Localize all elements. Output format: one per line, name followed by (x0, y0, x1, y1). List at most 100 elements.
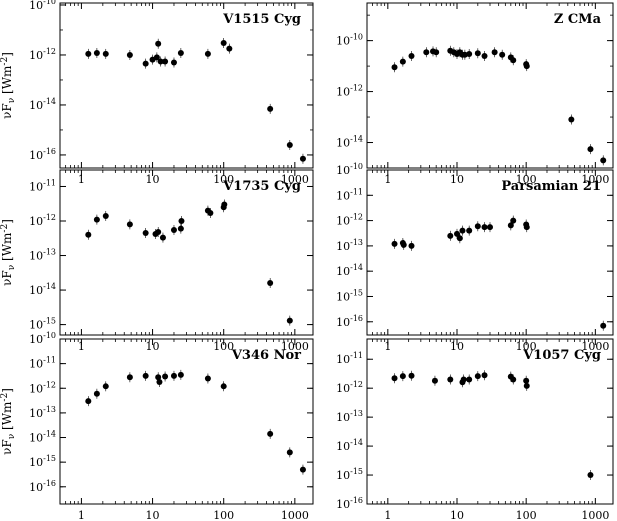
data-point (267, 105, 274, 112)
y-tick-label: 10-12 (336, 213, 363, 228)
plot-frame (59, 2, 314, 169)
data-point (126, 221, 133, 228)
data-point (408, 242, 415, 249)
y-tick-label: 10-16 (336, 496, 363, 511)
data-point (447, 232, 454, 239)
data-point (170, 226, 177, 233)
data-point (587, 472, 594, 479)
x-tick-label: 1000 (281, 340, 309, 353)
data-point (400, 241, 407, 248)
panel-6: 1 10 100 1000 10-16 10-15 10-14 10-13 10-12 10-11… (336, 338, 614, 521)
y-tick-label: 10-14 (29, 282, 56, 297)
y-tick-label: 10-14 (29, 97, 56, 112)
data-point (299, 155, 306, 162)
data-point (408, 52, 415, 59)
data-point (474, 373, 481, 380)
x-tick-label: 1000 (281, 173, 309, 186)
data-point (481, 52, 488, 59)
x-tick-label: 1 (384, 173, 391, 186)
x-tick-label: 100 (516, 340, 537, 353)
x-tick-label: 10 (450, 173, 464, 186)
y-tick-label: 10-12 (29, 213, 56, 228)
data-point (523, 377, 530, 384)
data-point (207, 210, 214, 217)
x-tick-label: 1 (384, 340, 391, 353)
data-point (399, 58, 406, 65)
panel-title: V346 Nor (231, 348, 301, 363)
panel-title: Z CMa (554, 12, 602, 27)
data-point (523, 224, 530, 231)
data-point (523, 382, 530, 389)
y-axis-title: νFν [Wm-2] (0, 52, 17, 119)
data-point (159, 234, 166, 241)
data-point (170, 372, 177, 379)
data-point (142, 229, 149, 236)
y-tick-label: 10-10 (336, 33, 363, 48)
y-tick-label: 10-11 (336, 187, 363, 202)
x-tick-label: 10 (450, 509, 464, 521)
data-point (102, 50, 109, 57)
data-point (523, 63, 530, 70)
data-point (453, 230, 460, 237)
data-point (399, 373, 406, 380)
panel-1: 1 10 100 1000 10-16 10-14 10-12 10-10 V1515 Cyg ν… (0, 0, 314, 186)
y-tick-label: 10-15 (29, 317, 56, 332)
data-point (126, 374, 133, 381)
data-point (510, 376, 517, 383)
y-tick-label: 10-11 (336, 351, 363, 366)
data-point (102, 212, 109, 219)
y-tick-label: 10-10 (29, 0, 56, 12)
y-tick-label: 10-16 (336, 314, 363, 329)
data-point (459, 227, 466, 234)
y-tick-label: 10-11 (29, 356, 56, 371)
x-tick-label: 100 (213, 173, 234, 186)
data-point (391, 375, 398, 382)
data-point (178, 218, 185, 225)
plot-frame (59, 169, 314, 336)
data-point (220, 40, 227, 47)
y-tick-label: 10-13 (336, 238, 363, 253)
data-point (433, 49, 440, 56)
x-tick-label: 10 (146, 340, 160, 353)
data-point (153, 54, 160, 61)
y-axis-title: νFν [Wm-2] (0, 219, 17, 286)
data-point (85, 231, 92, 238)
y-tick-label: 10-14 (336, 438, 363, 453)
plot-frame (366, 338, 614, 505)
panel-5: 1 10 100 1000 10-16 10-15 10-14 10-13 10-12 10-11… (0, 331, 314, 521)
plot-frame (366, 169, 614, 336)
x-tick-label: 1 (78, 340, 85, 353)
data-point (204, 50, 211, 57)
data-point (177, 49, 184, 56)
data-point (499, 51, 506, 58)
data-point (156, 378, 163, 385)
data-point (85, 50, 92, 57)
data-point (220, 383, 227, 390)
data-point (507, 222, 514, 229)
data-point (142, 60, 149, 67)
x-tick-label: 10 (146, 173, 160, 186)
y-tick-label: 10-15 (336, 288, 363, 303)
y-tick-label: 10-16 (29, 147, 56, 162)
data-point (286, 141, 293, 148)
x-tick-label: 100 (516, 173, 537, 186)
data-point (286, 317, 293, 324)
data-point (177, 371, 184, 378)
data-point (391, 240, 398, 247)
panel-title: V1515 Cyg (222, 12, 301, 27)
data-point (93, 49, 100, 56)
data-point (466, 50, 473, 57)
y-tick-label: 10-15 (29, 454, 56, 469)
x-tick-label: 1 (78, 509, 85, 521)
data-point (85, 398, 92, 405)
x-tick-label: 100 (213, 340, 234, 353)
data-point (155, 229, 162, 236)
y-tick-label: 10-14 (336, 263, 363, 278)
plot-frame (366, 2, 614, 169)
y-tick-label: 10-16 (29, 479, 56, 494)
y-tick-label: 10-13 (29, 248, 56, 263)
data-point (600, 157, 607, 164)
data-point (126, 51, 133, 58)
data-point (157, 58, 164, 65)
